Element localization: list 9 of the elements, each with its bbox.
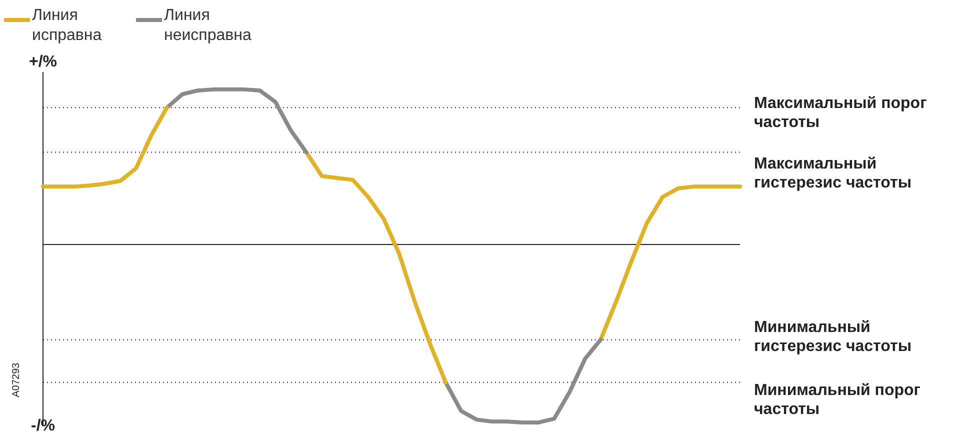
ref-line-label: Минимальный гистерезис частоты: [754, 319, 912, 356]
text: +/%: [28, 53, 58, 70]
legend-label: Линия неисправна: [164, 6, 252, 46]
text: A07293: [10, 362, 22, 398]
legend-label: Линия исправна: [32, 6, 103, 46]
ref-line-label: Минимальный порог частоты: [754, 382, 921, 418]
ref-line-label: Максимальный гистерезис частоты: [754, 156, 912, 192]
annotation: -/%: [31, 417, 55, 434]
ref-line-label: Максимальный порог частоты: [754, 94, 928, 131]
